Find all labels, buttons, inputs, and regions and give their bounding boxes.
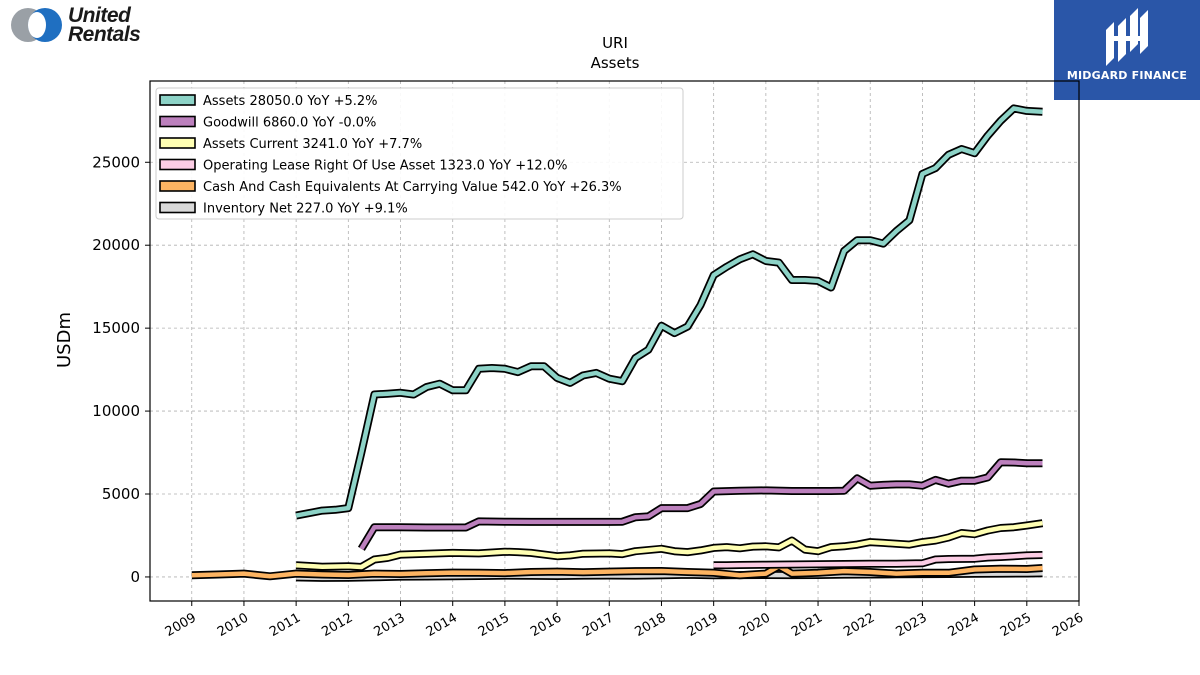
legend-swatch: [159, 137, 196, 149]
midgard-finance-mark-icon: [1106, 8, 1148, 66]
united-rentals-logo-mark-icon: [11, 8, 62, 42]
midgard-finance-logo: MIDGARD FINANCE: [1054, 0, 1200, 100]
united-rentals-logo: United Rentals: [6, 4, 166, 48]
legend-entry: Assets 28050.0 YoY +5.2%: [203, 94, 378, 109]
x-tick-label: 2025: [998, 610, 1034, 640]
legend-swatch: [159, 158, 196, 171]
legend-swatch: [159, 180, 196, 192]
series-line: [295, 106, 1043, 518]
x-tick-label: 2022: [841, 610, 877, 640]
series-cash-and-cash-equivalents-at-carrying-value: [191, 562, 1043, 581]
logo-line-1: United: [68, 4, 131, 27]
legend-swatch: [159, 201, 196, 214]
x-tick-label: 2014: [424, 610, 460, 640]
legend-swatch: [159, 115, 196, 128]
x-tick-label: 2009: [163, 610, 199, 640]
y-axis-label: USDm: [54, 312, 75, 368]
legend-entry: Operating Lease Right Of Use Asset 1323.…: [203, 159, 567, 174]
x-tick-label: 2017: [580, 610, 616, 640]
plot-frame: [149, 80, 1080, 602]
tick-layer: 2009 2010 2011 2012 2013 2014 2015 2016 2017 2018…: [92, 153, 1086, 640]
series-assets-current: [295, 519, 1044, 571]
x-tick-label: 2015: [476, 610, 512, 640]
x-tick-label: 2026: [1050, 610, 1086, 640]
y-tick-label: 10000: [92, 402, 140, 420]
y-tick-label: 20000: [92, 236, 140, 254]
series-line: [359, 459, 1043, 550]
legend-entry: Goodwill 6860.0 YoY -0.0%: [203, 116, 376, 131]
x-tick-label: 2020: [737, 610, 773, 640]
legend-entry: Inventory Net 227.0 YoY +9.1%: [203, 202, 408, 217]
x-tick-label: 2013: [372, 610, 408, 640]
series-operating-lease-right-of-use-asset: [713, 551, 1043, 570]
series-line: [191, 563, 1043, 579]
logo-line-2: Rentals: [68, 23, 141, 46]
legend-box: [155, 87, 684, 220]
series-goodwill: [357, 458, 1043, 551]
x-tick-label: 2011: [267, 610, 303, 640]
chart-title: URI: [602, 34, 628, 52]
chart-subtitle: Assets: [591, 54, 640, 72]
y-tick-label: 15000: [92, 319, 140, 337]
midgard-finance-text: MIDGARD FINANCE: [1066, 69, 1188, 82]
legend-entry: Assets Current 3241.0 YoY +7.7%: [203, 137, 422, 152]
x-tick-label: 2010: [215, 610, 251, 640]
legend-entry: Cash And Cash Equivalents At Carrying Va…: [203, 180, 622, 195]
legend: Assets 28050.0 YoY +5.2% Goodwill 6860.0 …: [155, 87, 684, 220]
series-line: [713, 552, 1043, 568]
y-tick-label: 5000: [102, 485, 140, 503]
x-tick-label: 2024: [946, 610, 982, 640]
x-tick-label: 2019: [685, 610, 721, 640]
legend-swatch: [159, 94, 196, 106]
y-tick-label: 0: [130, 568, 140, 586]
x-tick-label: 2021: [789, 610, 825, 640]
x-tick-label: 2012: [319, 610, 355, 640]
x-tick-label: 2016: [528, 610, 564, 640]
x-tick-label: 2023: [893, 610, 929, 640]
series-line: [295, 520, 1043, 570]
y-tick-label: 25000: [92, 153, 140, 171]
series-layer: [191, 104, 1044, 582]
x-tick-label: 2018: [633, 610, 669, 640]
united-rentals-logo-text: United Rentals: [68, 4, 141, 46]
series-assets: [295, 104, 1043, 520]
